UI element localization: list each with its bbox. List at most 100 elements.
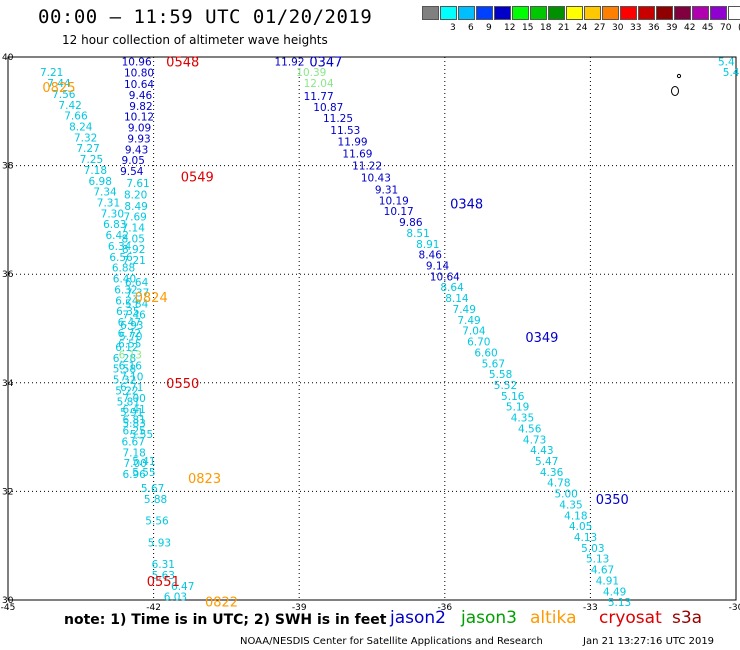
legend-item-jason3: jason3 bbox=[461, 608, 517, 628]
wave-height-label: 5.03 bbox=[581, 543, 604, 555]
wave-height-label: 7.49 bbox=[453, 304, 476, 316]
wave-height-label: 7.46 bbox=[122, 309, 146, 321]
wave-height-label: 4.43 bbox=[530, 445, 553, 457]
wave-height-label: 4.73 bbox=[523, 434, 546, 446]
colorbar-swatch: 39 bbox=[656, 6, 677, 33]
wave-height-label: 10.43 bbox=[361, 173, 391, 185]
wave-height-label: 6.47 bbox=[171, 581, 194, 593]
wave-height-label: 7.49 bbox=[457, 315, 480, 327]
wave-height-label: 5.84 bbox=[125, 299, 149, 311]
wave-height-label: 7.44 bbox=[47, 78, 71, 90]
wave-height-label: 5.4 bbox=[718, 56, 735, 68]
wave-height-label: 5.93 bbox=[148, 537, 171, 549]
colorbar-swatch: 9 bbox=[476, 6, 493, 33]
colorbar-swatch: 27 bbox=[584, 6, 605, 33]
longitude-tick-label: -39 bbox=[292, 603, 307, 613]
wave-height-label: 5.70 bbox=[119, 331, 142, 343]
wave-height-label: 6.71 bbox=[120, 382, 143, 394]
wave-height-label: 9.05 bbox=[122, 155, 145, 167]
legend-item-jason2: jason2 bbox=[390, 608, 446, 628]
wave-height-label: 5.16 bbox=[501, 391, 525, 403]
wave-height-label: 6.41 bbox=[122, 404, 145, 416]
latitude-tick-label: 34 bbox=[2, 379, 14, 389]
wave-height-label: 6.47 bbox=[118, 317, 141, 329]
colorbar-swatch: 30 bbox=[602, 6, 623, 33]
wave-height-label: 11.22 bbox=[352, 161, 382, 173]
colorbar-label: (ft) bbox=[738, 23, 740, 33]
pass-time-label: 0825 bbox=[42, 81, 75, 96]
colorbar-label: 45 bbox=[702, 23, 714, 33]
wave-height-label: 6.83 bbox=[103, 219, 126, 231]
wave-height-label: 4.49 bbox=[603, 586, 626, 598]
colorbar-label: 18 bbox=[540, 23, 552, 33]
wave-height-label: 7.00 bbox=[122, 393, 145, 405]
pass-time-label: 0349 bbox=[525, 331, 558, 346]
wave-height-label: 8.49 bbox=[124, 201, 147, 213]
colorbar-swatch: 6 bbox=[458, 6, 475, 33]
wave-height-label: 5.56 bbox=[145, 516, 169, 528]
wave-height-label: 7.18 bbox=[122, 447, 145, 459]
wave-height-label: 7.42 bbox=[58, 100, 81, 112]
wave-height-label: 10.64 bbox=[430, 271, 460, 283]
wave-height-label: 6.31 bbox=[152, 559, 175, 571]
wave-height-label: 7.61 bbox=[126, 178, 149, 190]
wave-height-label: 6.32 bbox=[114, 284, 137, 296]
colorbar-label: 42 bbox=[684, 23, 696, 33]
colorbar-label: 15 bbox=[522, 23, 534, 33]
wave-height-label: 9.54 bbox=[120, 166, 144, 178]
latitude-tick-label: 32 bbox=[2, 487, 13, 497]
wave-height-label: 10.39 bbox=[296, 67, 326, 79]
island-icon bbox=[671, 86, 679, 96]
pass-time-label: 0823 bbox=[188, 472, 221, 487]
pass-time-label: 0824 bbox=[135, 291, 168, 306]
wave-height-label: 7.27 bbox=[76, 143, 99, 155]
wave-height-label: 5.13 bbox=[608, 597, 631, 609]
pass-time-label: 0347 bbox=[309, 55, 342, 70]
wave-height-label: 6.67 bbox=[122, 436, 145, 448]
wave-height-label: 5.67 bbox=[482, 358, 505, 370]
legend-item-cryosat: cryosat bbox=[599, 608, 662, 628]
footer-note: note: 1) Time is in UTC; 2) SWH is in fe… bbox=[64, 612, 387, 628]
wave-height-label: 9.82 bbox=[129, 101, 152, 113]
wave-height-label: 9.43 bbox=[125, 144, 148, 156]
wave-height-label: 6.16 bbox=[119, 360, 143, 372]
wave-height-label: 6.35 bbox=[116, 306, 139, 318]
wave-height-label: 4.91 bbox=[596, 575, 619, 587]
wave-height-label: 8.24 bbox=[69, 122, 93, 134]
colorbar-label: 24 bbox=[576, 23, 588, 33]
wave-height-label: 7.04 bbox=[462, 326, 486, 338]
wave-height-label: 6.81 bbox=[122, 415, 145, 427]
pass-time-label: 0822 bbox=[205, 596, 238, 611]
wave-height-label: 6.70 bbox=[467, 337, 490, 349]
colorbar-label: 33 bbox=[630, 23, 642, 33]
wave-height-label: 5.58 bbox=[113, 364, 136, 376]
wave-height-label: 7.37 bbox=[126, 288, 149, 300]
wave-height-label: 6.34 bbox=[108, 241, 132, 253]
colorbar-swatch: 24 bbox=[566, 6, 587, 33]
credit-text: NOAA/NESDIS Center for Satellite Applica… bbox=[240, 636, 543, 647]
wave-height-label: 5.67 bbox=[141, 483, 164, 495]
wave-height-label: 7.34 bbox=[93, 187, 117, 199]
wave-height-label: 5.13 bbox=[586, 554, 609, 566]
colorbar-swatch: 45 bbox=[692, 6, 713, 33]
wave-height-label: 9.93 bbox=[127, 133, 150, 145]
wave-height-label: 7.30 bbox=[101, 208, 124, 220]
wave-height-label: 5.32 bbox=[113, 375, 136, 387]
map-frame bbox=[7, 56, 737, 601]
latitude-tick-label: 30 bbox=[2, 596, 14, 606]
pass-time-label: 0549 bbox=[181, 170, 214, 185]
wave-height-label: 5.41 bbox=[132, 456, 155, 468]
wave-height-label: 4.18 bbox=[564, 510, 587, 522]
wave-height-label: 10.87 bbox=[313, 102, 343, 114]
wave-height-label: 5.83 bbox=[122, 418, 145, 430]
colorbar-label: 27 bbox=[594, 23, 606, 33]
wave-height-label: 11.77 bbox=[304, 91, 334, 103]
longitude-tick-label: -36 bbox=[437, 603, 452, 613]
wave-height-label: 5.4 bbox=[723, 67, 740, 79]
wave-height-label: 6.96 bbox=[122, 469, 146, 481]
wave-height-label: 7.56 bbox=[52, 89, 76, 101]
latitude-tick-label: 40 bbox=[2, 53, 14, 63]
wave-height-label: 6.24 bbox=[115, 295, 139, 307]
pass-time-label: 0550 bbox=[166, 377, 199, 392]
